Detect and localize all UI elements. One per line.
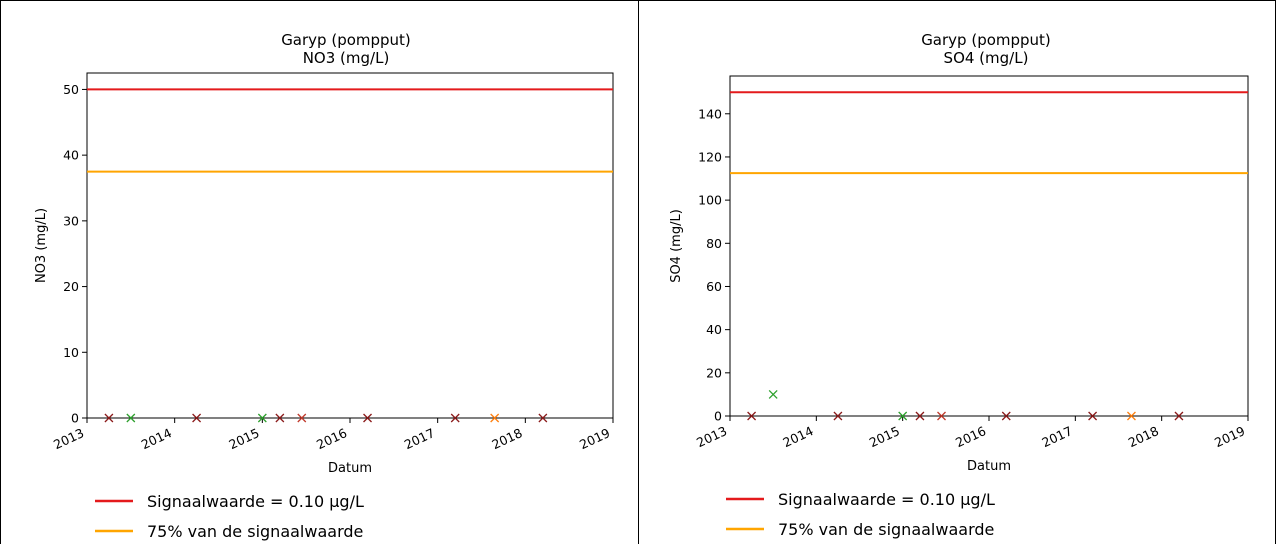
data-point-stroke bbox=[257, 413, 267, 423]
x-tick-label: 2015 bbox=[226, 425, 261, 452]
legend-label: 75% van de signaalwaarde bbox=[778, 520, 994, 539]
y-tick-label: 30 bbox=[63, 213, 79, 228]
data-point-stroke bbox=[104, 413, 114, 423]
data-point-marker bbox=[833, 411, 843, 421]
data-point-marker bbox=[1001, 411, 1011, 421]
x-tick-label: 2013 bbox=[51, 425, 86, 452]
data-point-marker bbox=[768, 389, 778, 399]
plot-area bbox=[729, 75, 1249, 417]
y-tick-label: 40 bbox=[706, 322, 722, 337]
y-tick-label: 0 bbox=[71, 411, 79, 426]
data-point-marker bbox=[192, 413, 202, 423]
y-tick-label: 100 bbox=[698, 193, 722, 208]
x-tick-label: 2016 bbox=[953, 423, 988, 450]
x-tick-label: 2014 bbox=[139, 425, 174, 452]
data-point-stroke bbox=[126, 413, 136, 423]
data-point-marker bbox=[297, 413, 307, 423]
data-point-marker bbox=[538, 413, 548, 423]
data-point-stroke bbox=[363, 413, 372, 423]
data-point-stroke bbox=[1174, 411, 1184, 421]
chart-panel-no3: Garyp (pompput) NO3 (mg/L) 0 10 20 30 40 50 2013… bbox=[0, 0, 639, 544]
x-tick-label: 2017 bbox=[402, 425, 437, 452]
data-point-stroke bbox=[768, 389, 778, 399]
data-point-marker bbox=[898, 411, 908, 421]
y-tick-label: 60 bbox=[706, 279, 722, 294]
y-tick-label: 40 bbox=[63, 148, 79, 163]
legend-label: Signaalwaarde = 0.10 µg/L bbox=[147, 492, 364, 511]
legend-label: 75% van de signaalwaarde bbox=[147, 522, 363, 541]
x-tick-label: 2013 bbox=[694, 423, 729, 450]
chart-title: Garyp (pompput) bbox=[281, 31, 411, 49]
data-point-stroke bbox=[915, 411, 925, 421]
legend-label: Signaalwaarde = 0.10 µg/L bbox=[778, 490, 995, 509]
data-point-marker bbox=[450, 413, 460, 423]
data-point-stroke bbox=[833, 411, 843, 421]
data-point-stroke bbox=[747, 411, 757, 421]
x-tick-label: 2017 bbox=[1039, 423, 1074, 450]
data-point-marker bbox=[1174, 411, 1184, 421]
data-point-stroke bbox=[275, 413, 285, 423]
y-tick-label: 50 bbox=[63, 82, 79, 97]
y-tick-label: 20 bbox=[63, 279, 79, 294]
x-tick-label: 2018 bbox=[489, 425, 524, 452]
y-axis-label: NO3 (mg/L) bbox=[34, 208, 49, 283]
y-tick-label: 20 bbox=[706, 365, 722, 380]
x-tick-label: 2016 bbox=[314, 425, 349, 452]
chart-no3: Garyp (pompput)NO3 (mg/L)010203040502013… bbox=[34, 31, 614, 541]
x-tick-label: 2019 bbox=[1212, 423, 1247, 450]
y-tick-label: 140 bbox=[698, 106, 722, 121]
chart-title: Garyp (pompput) bbox=[921, 31, 1051, 49]
data-point-marker bbox=[1126, 411, 1136, 421]
chart-subtitle: SO4 (mg/L) bbox=[944, 49, 1029, 67]
data-point-stroke bbox=[192, 413, 202, 423]
data-point-marker bbox=[104, 413, 114, 423]
data-point-marker bbox=[915, 411, 925, 421]
x-tick-label: 2014 bbox=[780, 423, 815, 450]
data-point-marker bbox=[490, 413, 500, 423]
y-tick-label: 10 bbox=[63, 345, 79, 360]
x-axis-label: Datum bbox=[328, 461, 372, 476]
x-tick-label: 2019 bbox=[577, 425, 612, 452]
y-tick-label: 120 bbox=[698, 149, 722, 164]
data-point-stroke bbox=[297, 413, 307, 423]
y-axis-label: SO4 (mg/L) bbox=[669, 209, 684, 283]
data-point-stroke bbox=[490, 413, 500, 423]
data-point-stroke bbox=[937, 411, 946, 421]
data-point-marker bbox=[126, 413, 136, 423]
x-axis-label: Datum bbox=[967, 459, 1011, 474]
x-tick-label: 2015 bbox=[867, 423, 902, 450]
chart-panel-so4: Garyp (pompput) SO4 (mg/L) 0 20 40 60 80 100 120… bbox=[638, 0, 1276, 544]
data-point-stroke bbox=[1126, 411, 1136, 421]
chart-subtitle: NO3 (mg/L) bbox=[303, 49, 390, 67]
data-point-stroke bbox=[450, 413, 460, 423]
chart-so4: Garyp (pompput)SO4 (mg/L)020406080100120… bbox=[669, 31, 1249, 539]
data-point-stroke bbox=[1001, 411, 1011, 421]
x-tick-label: 2018 bbox=[1126, 423, 1161, 450]
y-tick-label: 80 bbox=[706, 236, 722, 251]
data-point-stroke bbox=[898, 411, 908, 421]
data-point-marker bbox=[747, 411, 757, 421]
data-point-stroke bbox=[1088, 411, 1098, 421]
y-tick-label: 0 bbox=[714, 409, 722, 424]
data-point-marker bbox=[1088, 411, 1098, 421]
data-point-marker bbox=[363, 413, 372, 423]
data-point-stroke bbox=[538, 413, 548, 423]
data-point-marker bbox=[937, 411, 946, 421]
data-point-marker bbox=[257, 413, 267, 423]
data-point-marker bbox=[275, 413, 285, 423]
plot-area bbox=[86, 72, 614, 419]
